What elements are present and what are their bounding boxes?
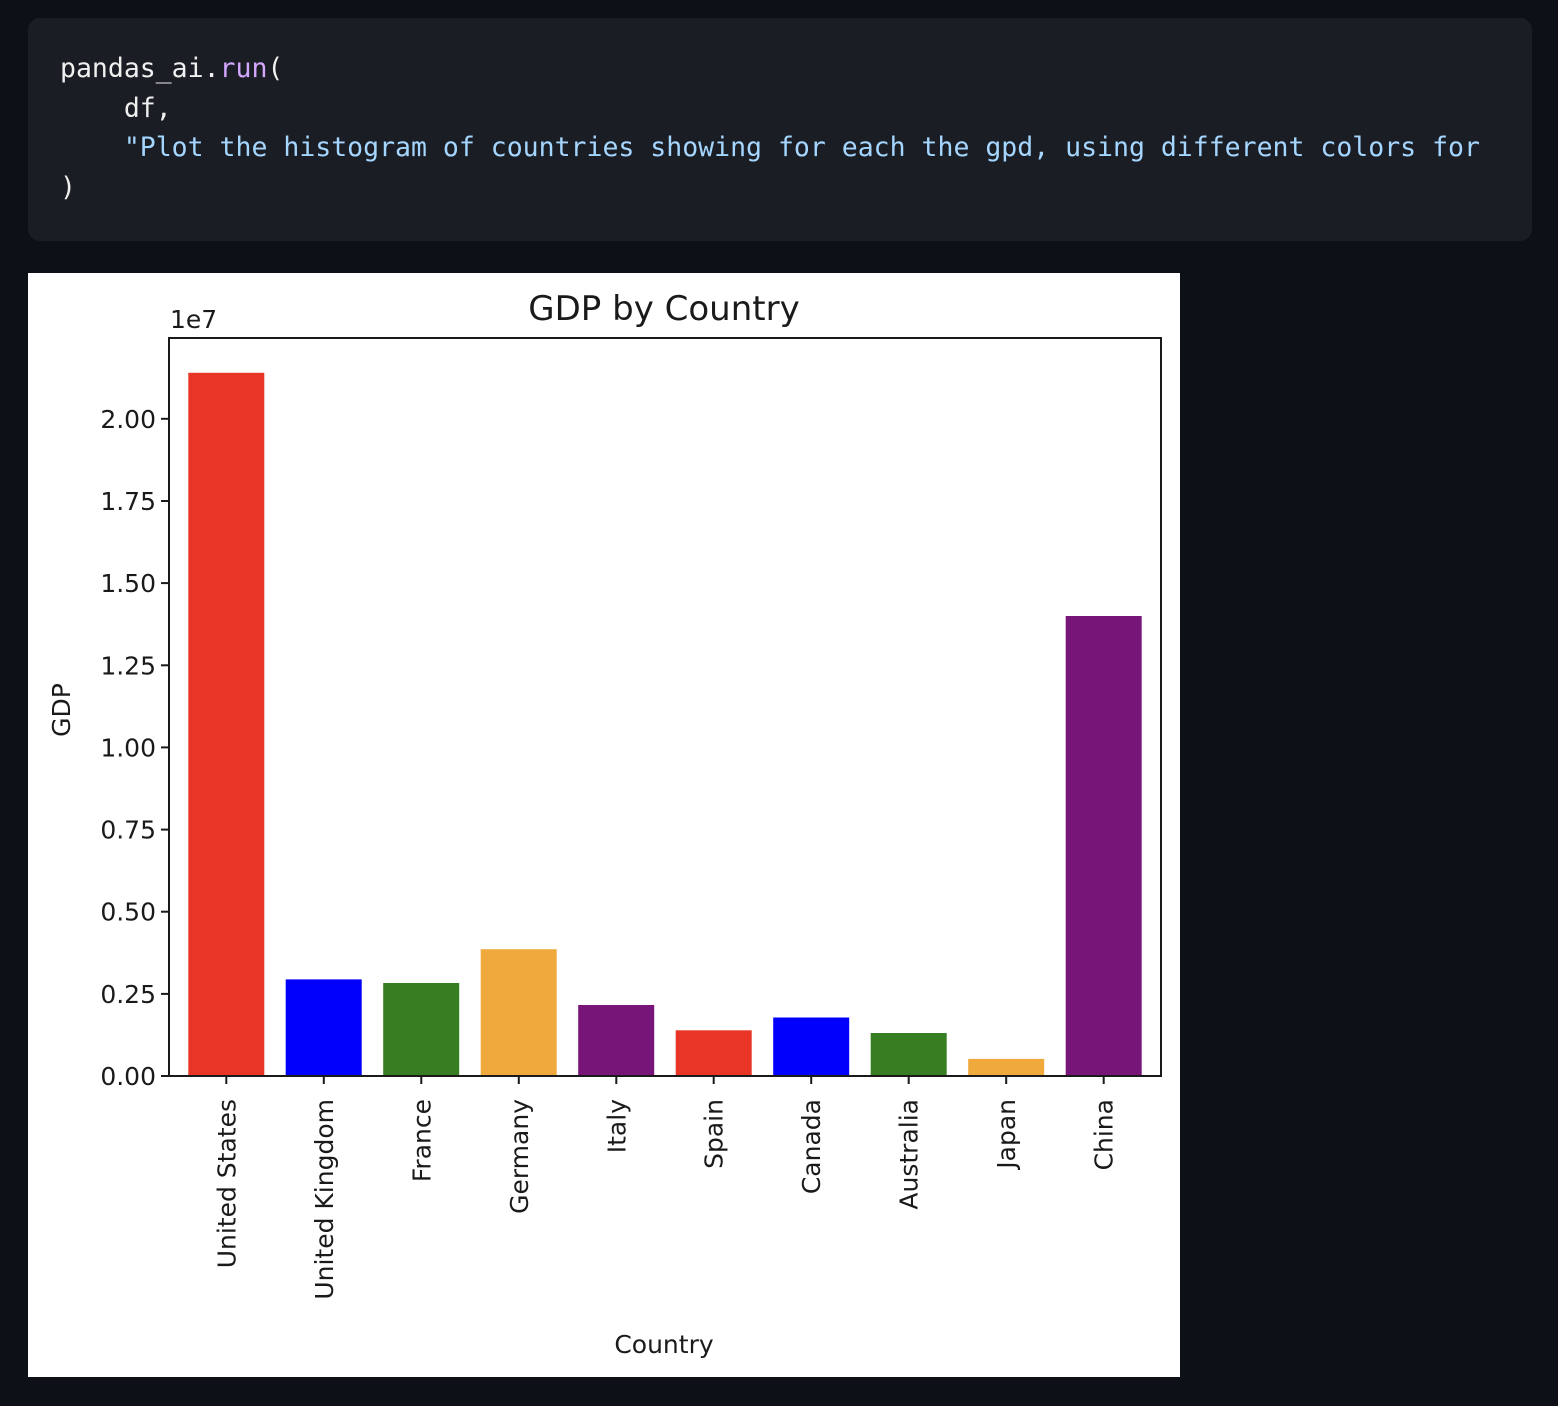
bar <box>968 1058 1045 1076</box>
x-tick-label: Australia <box>895 1099 924 1210</box>
bar-chart: GDP by Country 1e7 GDP Country 0.000.250… <box>47 289 1162 1359</box>
code-block: pandas_ai.run( df, "Plot the histogram o… <box>28 18 1532 241</box>
bar <box>383 983 460 1076</box>
x-tick-label: Italy <box>602 1099 631 1153</box>
y-tick-label: 0.00 <box>100 1062 156 1091</box>
code-token: ( <box>267 53 284 84</box>
code-line: ) <box>60 168 1480 208</box>
bar <box>773 1017 850 1076</box>
chart-figure: GDP by Country 1e7 GDP Country 0.00 0.25 0… <box>28 273 1180 1377</box>
chart-title: GDP by Country <box>528 289 799 329</box>
code-snippet: pandas_ai.run( df, "Plot the histogram o… <box>60 49 1480 207</box>
bar <box>285 979 362 1076</box>
code-token: pandas_ai. <box>60 53 220 84</box>
x-axis-label: Country <box>614 1330 714 1359</box>
code-line: df, <box>60 89 1480 129</box>
x-tick-label: Canada <box>797 1099 826 1194</box>
bars <box>188 372 1142 1076</box>
bar <box>578 1005 655 1076</box>
bar <box>480 949 557 1076</box>
y-tick-label: 1.25 <box>100 651 156 680</box>
x-tick-label: France <box>407 1099 436 1182</box>
x-tick-label: China <box>1090 1099 1119 1170</box>
y-tick-label: 1.00 <box>100 733 156 762</box>
code-line: "Plot the histogram of countries showing… <box>60 128 1480 168</box>
y-axis-offset-label: 1e7 <box>170 305 217 334</box>
code-token: df, <box>60 92 172 124</box>
y-axis-label: GDP <box>47 683 76 737</box>
x-tick-label: Germany <box>505 1099 534 1214</box>
plot-frame <box>168 337 1162 1077</box>
bar <box>870 1033 947 1076</box>
y-ticks: 0.00 0.25 0.50 0.75 1.00 1.25 1.50 1.75 2.00 <box>100 405 169 1091</box>
code-token: ) <box>60 171 76 203</box>
bar <box>1065 616 1142 1076</box>
bar <box>188 372 265 1076</box>
x-tick-label: Japan <box>992 1099 1021 1171</box>
y-tick-label: 0.25 <box>100 980 156 1009</box>
y-tick-label: 0.75 <box>100 816 156 845</box>
y-tick-label: 0.50 <box>100 898 156 927</box>
y-tick-label: 1.50 <box>100 569 156 598</box>
bar <box>675 1030 752 1076</box>
code-line: pandas_ai.run( <box>60 49 1480 89</box>
x-tick-label: United Kingdom <box>310 1099 339 1300</box>
x-ticks: United States United Kingdom France Germany… <box>212 1076 1119 1300</box>
x-tick-label: United States <box>212 1099 241 1268</box>
code-token: "Plot the histogram of countries showing… <box>60 132 1480 163</box>
code-token: run <box>219 53 268 84</box>
x-tick-label: Spain <box>700 1099 729 1169</box>
y-tick-label: 1.75 <box>100 487 156 516</box>
y-tick-label: 2.00 <box>100 405 156 434</box>
